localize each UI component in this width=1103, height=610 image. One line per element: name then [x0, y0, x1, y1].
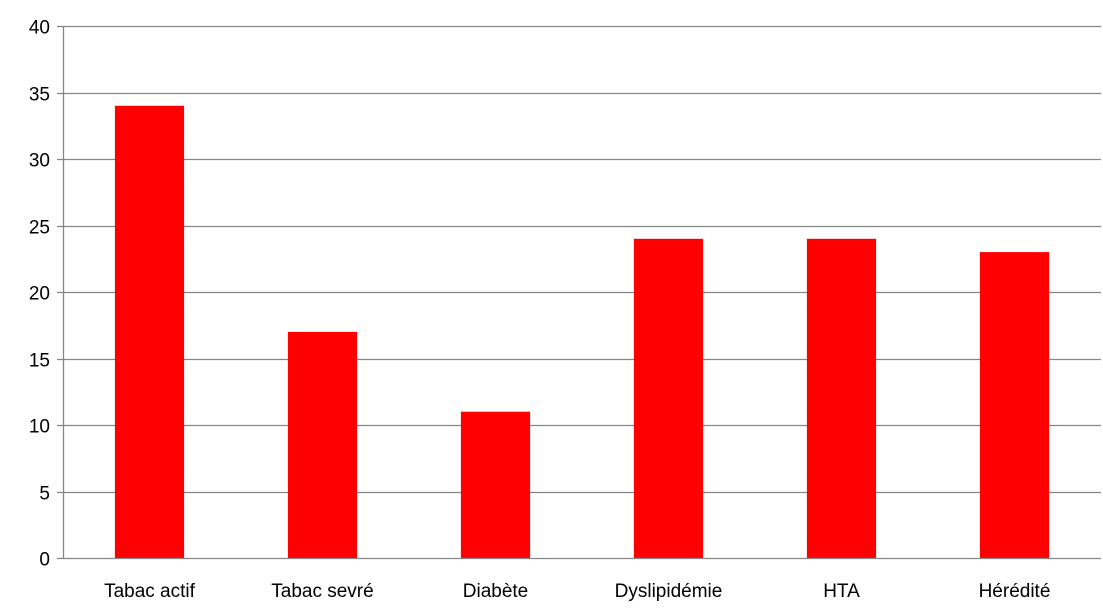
axes	[57, 25, 1101, 560]
gridlines	[63, 25, 1101, 494]
x-category-label: Tabac sevré	[271, 581, 373, 602]
y-tick-label: 30	[29, 151, 50, 172]
y-tick-label: 40	[29, 18, 50, 39]
x-category-label: Hérédité	[979, 581, 1051, 602]
x-category-label: Diabète	[463, 581, 529, 602]
bar	[633, 238, 704, 559]
y-tick-label: 10	[29, 417, 50, 438]
y-tick-label: 20	[29, 284, 50, 305]
bars	[114, 105, 1050, 559]
x-category-label: Tabac actif	[104, 581, 196, 602]
bar	[460, 411, 531, 558]
x-category-label: HTA	[823, 581, 860, 602]
x-category-label: Dyslipidémie	[615, 581, 723, 602]
y-tick-labels: 0 5 10 15 20 25 30 35 40	[29, 18, 50, 571]
bar	[114, 105, 185, 559]
y-tick-label: 25	[29, 218, 50, 239]
bar	[979, 252, 1050, 558]
y-tick-label: 0	[39, 550, 50, 571]
x-category-labels: Tabac actif Tabac sevré Diabète Dyslipidémi…	[104, 581, 1050, 602]
bar	[287, 331, 358, 558]
bar	[806, 238, 877, 559]
y-tick-label: 5	[39, 484, 50, 505]
y-tick-label: 15	[29, 351, 50, 372]
y-tick-label: 35	[29, 85, 50, 106]
